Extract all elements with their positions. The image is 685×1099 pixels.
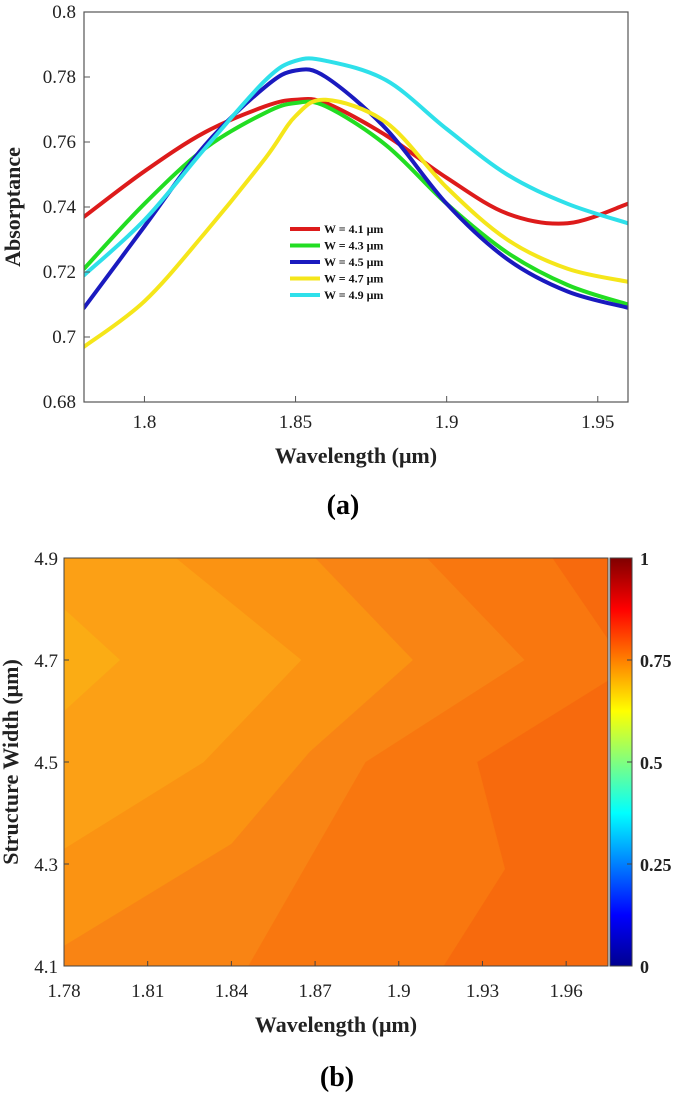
series-line-w-4-3-m (84, 99, 628, 307)
legend-label-w-4-7-m: W = 4.7 μm (324, 272, 383, 286)
legend-label-w-4-9-m: W = 4.9 μm (324, 288, 383, 302)
chart-a-y-tick-label: 0.72 (43, 262, 76, 283)
chart-a-series-lines (84, 56, 628, 349)
panel-label-a: (a) (327, 490, 360, 521)
chart-a-x-axis-label: Wavelength (μm) (275, 443, 437, 468)
chart-a-x-tick-label: 1.8 (133, 412, 157, 433)
colorbar-ticks: 0 0.25 0.5 0.75 1 (627, 549, 672, 977)
heatmap-contour-regions (64, 558, 608, 966)
chart-a-y-tick-label: 0.8 (52, 2, 76, 23)
chart-b-y-axis-label: Structure Width (μm) (0, 659, 23, 865)
chart-a-x-tick-label: 1.9 (435, 412, 459, 433)
chart-a-y-tick-label: 0.78 (43, 67, 76, 88)
chart-b-x-tick-label: 1.84 (215, 981, 249, 1002)
colorbar-tick-label: 0.5 (640, 753, 663, 773)
chart-b-y-ticks: 4.1 4.3 4.5 4.7 4.9 (34, 549, 69, 978)
chart-b-y-tick-label: 4.9 (34, 549, 58, 570)
series-line-w-4-7-m (84, 97, 628, 349)
colorbar-tick-label: 0.75 (640, 651, 672, 671)
chart-b-y-tick-label: 4.1 (34, 957, 58, 978)
chart-a-y-tick-label: 0.7 (52, 327, 76, 348)
legend-label-w-4-1-m: W = 4.1 μm (324, 222, 383, 236)
chart-a-x-ticks: 1.8 1.85 1.9 1.95 (133, 396, 614, 433)
chart-b-x-tick-label: 1.78 (47, 981, 80, 1002)
chart-b-y-tick-label: 4.5 (34, 753, 58, 774)
chart-a-x-tick-label: 1.95 (581, 412, 614, 433)
chart-b-x-tick-label: 1.87 (298, 981, 331, 1002)
contour-region-0-76 (64, 608, 121, 712)
chart-b-x-tick-label: 1.9 (387, 981, 411, 1002)
chart-a: 1.8 1.85 1.9 1.95 0.680.70.720.740.760.780.… (0, 2, 629, 521)
chart-a-y-axis-label: Absorptance (0, 147, 25, 267)
chart-a-y-tick-label: 0.68 (43, 392, 76, 413)
chart-a-y-tick-label: 0.74 (43, 197, 77, 218)
legend-label-w-4-5-m: W = 4.5 μm (324, 255, 383, 269)
chart-a-y-tick-label: 0.76 (43, 132, 76, 153)
legend-label-w-4-3-m: W = 4.3 μm (324, 239, 383, 253)
chart-b-x-tick-label: 1.93 (466, 981, 499, 1002)
chart-b-y-tick-label: 4.3 (34, 855, 58, 876)
series-line-w-4-9-m (84, 56, 628, 278)
chart-a-legend: W = 4.1 μm W = 4.3 μm W = 4.5 μm W = 4.7 μm… (290, 222, 383, 302)
chart-b-x-axis-label: Wavelength (μm) (255, 1012, 417, 1037)
colorbar-tick-label: 0 (640, 957, 649, 977)
chart-a-x-tick-label: 1.85 (279, 412, 312, 433)
chart-b-x-tick-label: 1.81 (131, 981, 164, 1002)
colorbar-tick-label: 0.25 (640, 855, 672, 875)
chart-a-plot-frame (83, 11, 629, 403)
chart-b-y-tick-label: 4.7 (34, 651, 58, 672)
chart-a-y-ticks: 0.68 0.7 0.72 0.74 0.76 0.78 0.8 (43, 2, 90, 413)
contour-region-0-75 (64, 558, 302, 849)
series-line-w-4-1-m (84, 96, 628, 226)
chart-b-x-ticks: 1.78 1.81 1.84 1.87 1.9 1.93 1.96 (47, 961, 583, 1002)
panel-label-b: (b) (320, 1062, 354, 1093)
chart-b: 1.78 1.81 1.84 1.87 1.9 1.93 1.96 4.1 4.3 4.5 4.7… (0, 549, 672, 1093)
colorbar-tick-label: 1 (640, 549, 649, 569)
chart-b-x-tick-label: 1.96 (550, 981, 583, 1002)
